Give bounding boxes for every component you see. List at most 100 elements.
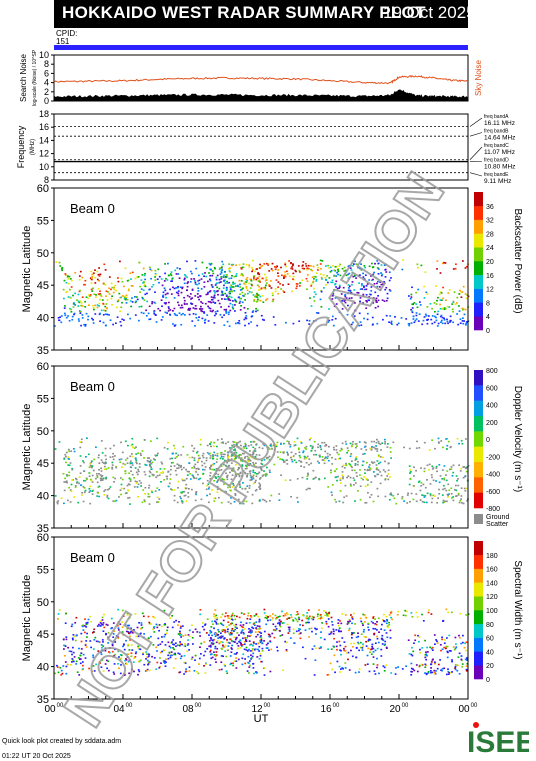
power-echo-cell — [352, 313, 354, 315]
width-echo-cell — [315, 628, 318, 631]
width-echo-cell — [72, 659, 74, 661]
power-echo-cell — [348, 285, 351, 287]
power-echo-cell — [384, 269, 387, 271]
width-echo-cell — [461, 665, 464, 668]
width-echo-cell — [437, 663, 440, 666]
width-echo-cell — [353, 642, 355, 645]
width-echo-cell — [60, 669, 63, 672]
velocity-echo-cell — [366, 469, 369, 472]
velocity-echo-cell — [246, 473, 249, 475]
power-echo-cell — [380, 264, 383, 266]
power-echo-cell — [348, 287, 350, 289]
width-echo-cell — [250, 657, 253, 659]
width-echo-cell — [155, 623, 158, 626]
width-echo-cell — [231, 618, 233, 621]
power-echo-cell — [320, 289, 323, 292]
velocity-echo-cell — [127, 483, 130, 485]
velocity-echo-cell — [253, 449, 256, 452]
power-echo-cell — [371, 274, 374, 277]
velocity-echo-cell — [243, 447, 246, 449]
power-echo-cell — [269, 280, 272, 282]
width-echo-cell — [233, 630, 235, 632]
velocity-echo-cell — [367, 479, 369, 481]
power-echo-cell — [333, 305, 336, 308]
velocity-echo-cell — [409, 471, 412, 473]
power-echo-cell — [173, 325, 176, 327]
width-echo-cell — [114, 641, 117, 643]
power-echo-cell — [93, 308, 95, 311]
power-echo-cell — [186, 260, 188, 263]
power-echo-cell — [252, 269, 254, 271]
velocity-echo-cell — [359, 469, 361, 471]
power-echo-cell — [191, 297, 194, 299]
velocity-echo-cell — [79, 446, 82, 449]
power-echo-cell — [131, 301, 134, 303]
velocity-echo-cell — [111, 464, 114, 466]
power-echo-cell — [158, 275, 161, 278]
width-echo-cell — [145, 651, 147, 653]
velocity-echo-cell — [90, 465, 93, 468]
velocity-echo-cell — [379, 443, 382, 446]
velocity-echo-cell — [232, 483, 234, 485]
width-echo-cell — [311, 615, 314, 618]
power-echo-cell — [376, 301, 378, 303]
power-echo-cell — [361, 283, 363, 285]
power-echo-cell — [250, 283, 253, 286]
power-echo-cell — [307, 264, 310, 267]
power-echo-cell — [201, 310, 204, 313]
width-echo-cell — [174, 653, 177, 656]
power-echo-cell — [258, 280, 260, 283]
velocity-echo-cell — [334, 498, 336, 501]
velocity-echo-cell — [297, 447, 300, 450]
width-echo-cell — [330, 616, 333, 619]
width-echo-cell — [210, 631, 213, 633]
power-echo-cell — [454, 267, 457, 270]
power-echo-cell — [115, 289, 117, 292]
power-echo-cell — [77, 300, 80, 303]
power-echo-cell — [345, 274, 348, 277]
width-echo-cell — [306, 615, 308, 617]
velocity-echo-cell — [124, 470, 127, 472]
width-echo-cell — [442, 619, 445, 622]
velocity-echo-cell — [246, 491, 249, 493]
velocity-echo-cell — [97, 456, 100, 459]
velocity-echo-cell — [100, 479, 102, 482]
power-echo-cell — [363, 285, 365, 288]
power-echo-cell — [95, 296, 97, 298]
velocity-echo-cell — [217, 479, 219, 481]
velocity-echo-cell — [393, 497, 396, 500]
power-echo-cell — [231, 264, 233, 267]
width-colorbar-swatch — [474, 610, 483, 625]
width-echo-cell — [462, 634, 464, 637]
width-echo-cell — [82, 668, 84, 670]
width-echo-cell — [201, 622, 204, 624]
velocity-echo-cell — [407, 492, 409, 495]
power-echo-cell — [384, 276, 387, 278]
width-echo-cell — [269, 670, 272, 673]
velocity-echo-cell — [349, 442, 352, 445]
velocity-echo-cell — [290, 458, 293, 461]
ground-scatter-label: Ground — [486, 514, 509, 521]
velocity-echo-cell — [349, 483, 352, 486]
power-echo-cell — [325, 283, 327, 286]
width-echo-cell — [243, 648, 246, 651]
velocity-echo-cell — [197, 459, 200, 462]
velocity-echo-cell — [188, 456, 191, 459]
velocity-echo-cell — [286, 440, 289, 442]
velocity-echo-cell — [273, 463, 276, 466]
velocity-echo-cell — [372, 500, 375, 503]
velocity-echo-cell — [135, 453, 138, 455]
velocity-echo-cell — [356, 475, 358, 477]
velocity-echo-cell — [364, 485, 367, 488]
velocity-echo-cell — [129, 503, 131, 505]
velocity-echo-cell — [188, 470, 190, 473]
width-echo-cell — [307, 618, 310, 621]
width-echo-cell — [431, 646, 434, 649]
velocity-echo-cell — [98, 454, 100, 456]
power-echo-cell — [87, 318, 89, 321]
width-echo-cell — [410, 612, 413, 614]
power-echo-cell — [292, 272, 295, 275]
velocity-echo-cell — [245, 461, 247, 464]
velocity-echo-cell — [341, 474, 344, 476]
width-echo-cell — [222, 619, 225, 622]
